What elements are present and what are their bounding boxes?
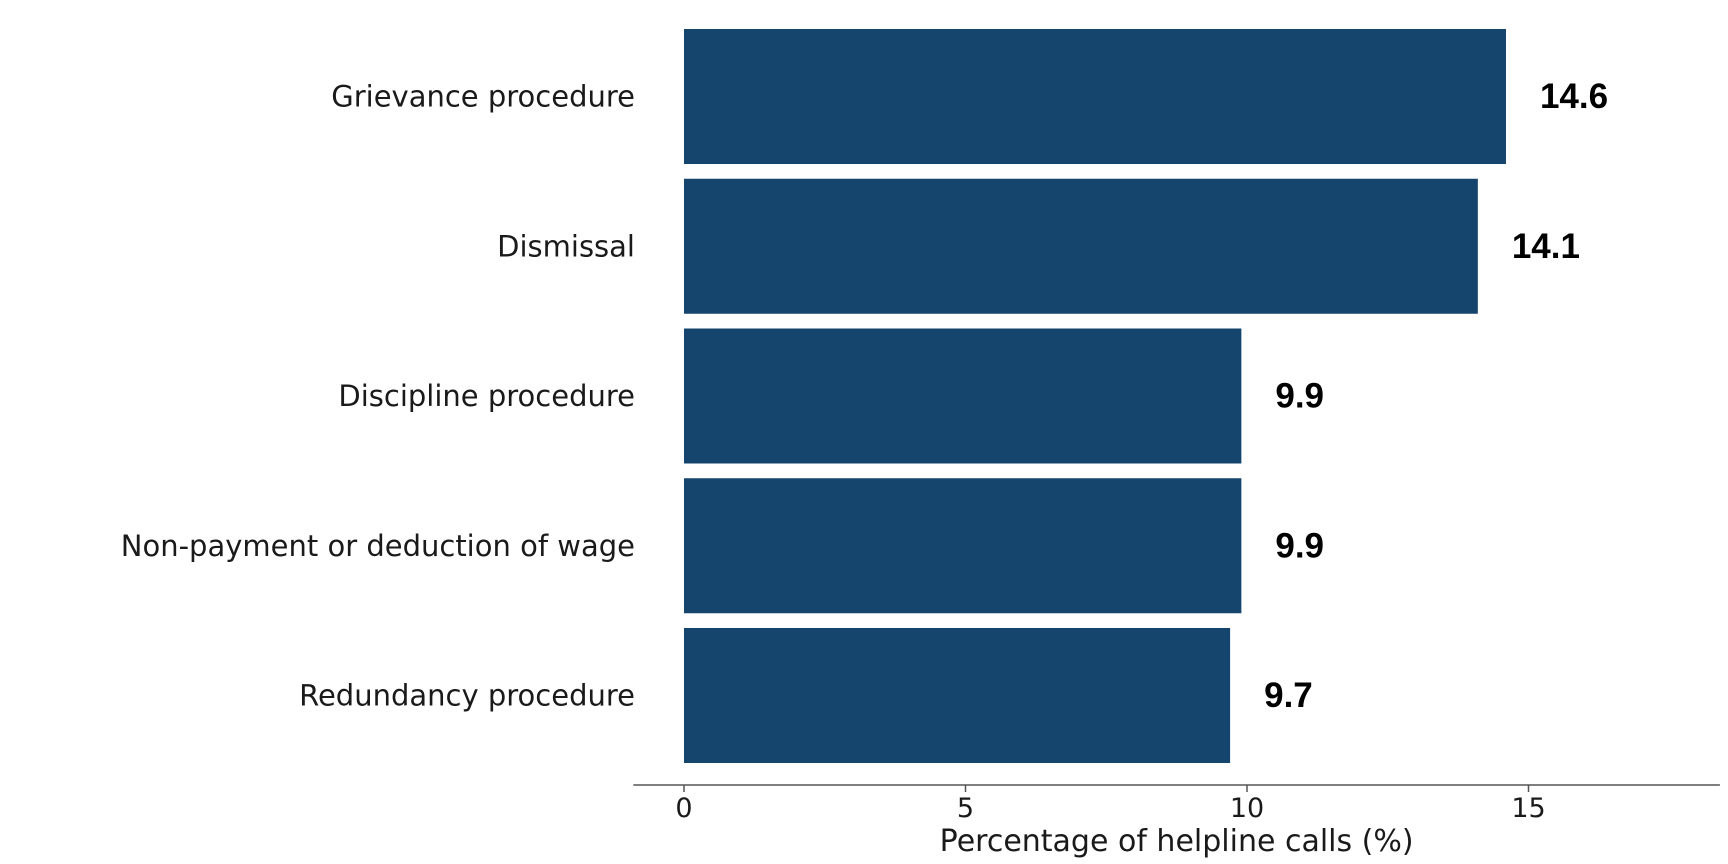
category-labels-group: Grievance procedure Dismissal Discipline p… (121, 80, 635, 713)
category-label: Non-payment or deduction of wage (121, 529, 635, 563)
x-tick-label: 15 (1511, 793, 1545, 824)
category-label: Discipline procedure (338, 379, 635, 413)
category-label: Dismissal (497, 229, 635, 263)
x-tick-label: 10 (1230, 793, 1264, 824)
x-tick-label: 5 (957, 793, 974, 824)
bar-non-payment-or-deduction-of-wage (684, 478, 1242, 614)
x-axis-title: Percentage of helpline calls (%) (940, 824, 1414, 859)
x-ticks-group: 0 5 10 15 (675, 785, 1546, 824)
bar-grievance-procedure (684, 29, 1506, 164)
value-label: 14.6 (1540, 77, 1608, 116)
category-label: Redundancy procedure (299, 679, 635, 713)
x-tick-label: 0 (675, 793, 692, 824)
bar-dismissal (684, 178, 1478, 314)
bars-group (684, 29, 1506, 763)
value-label: 9.9 (1275, 377, 1324, 416)
bar-discipline-procedure (684, 328, 1242, 464)
category-label: Grievance procedure (331, 80, 635, 114)
bar-redundancy-procedure (684, 628, 1231, 763)
value-labels-group: 14.6 14.1 9.9 9.9 9.7 (1264, 77, 1608, 715)
value-label: 14.1 (1512, 227, 1580, 266)
value-label: 9.7 (1264, 676, 1313, 715)
value-label: 9.9 (1275, 526, 1324, 565)
